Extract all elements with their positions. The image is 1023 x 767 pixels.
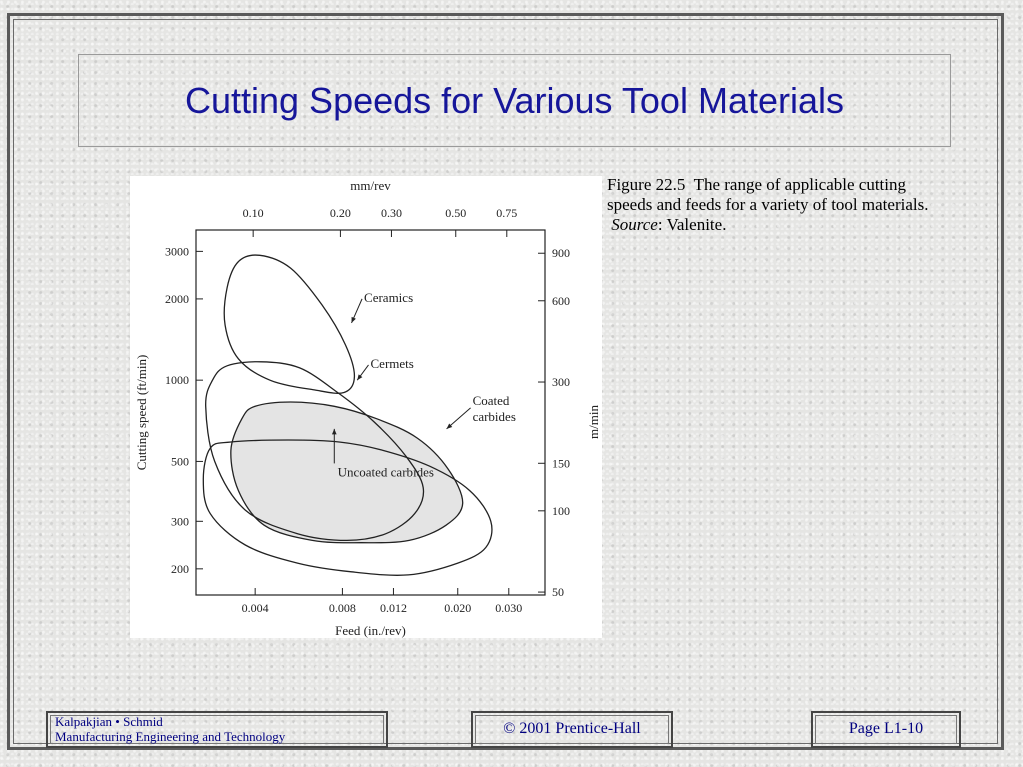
label-uncoated-carbides: Uncoated carbides <box>338 464 434 479</box>
figure-caption: Figure 22.5 The range of applicable cutt… <box>607 175 952 235</box>
y2-tick-label: 900 <box>552 246 570 260</box>
label-ceramics: Ceramics <box>364 290 413 305</box>
x-tick-label: 0.004 <box>242 601 269 615</box>
y-tick-label: 2000 <box>165 292 189 306</box>
y2-tick-label: 50 <box>552 585 564 599</box>
caption-source-label: Source <box>611 215 658 234</box>
title-box: Cutting Speeds for Various Tool Material… <box>78 54 951 147</box>
slide-outer-frame <box>7 13 1004 750</box>
caption-figure-ref: Figure 22.5 <box>607 175 686 194</box>
region-uncoated-carbides <box>202 439 493 576</box>
footer-page-number: Page L1-10 <box>848 720 924 737</box>
region-cermets <box>205 361 425 542</box>
x-tick-label: 0.020 <box>444 601 471 615</box>
x2-axis-title: mm/rev <box>350 178 391 193</box>
footer-page-box: Page L1-10 <box>811 711 961 748</box>
caption-text: The range of applicable cutting speeds a… <box>607 175 929 214</box>
x-axis-title: Feed (in./rev) <box>335 623 406 638</box>
y-tick-label: 3000 <box>165 244 189 258</box>
y2-tick-label: 100 <box>552 504 570 518</box>
y-tick-label: 1000 <box>165 373 189 387</box>
x2-tick-label: 0.20 <box>330 206 351 220</box>
label-cermets: Cermets <box>371 356 414 371</box>
region-ceramics <box>223 254 356 394</box>
label-coated-carbides: Coated <box>473 393 510 408</box>
y2-tick-label: 150 <box>552 456 570 470</box>
footer-book-title: Manufacturing Engineering and Technology <box>55 729 286 744</box>
x2-tick-label: 0.50 <box>445 206 466 220</box>
y-axis-title: Cutting speed (ft/min) <box>134 355 149 471</box>
chart-svg: 0.004 0.008 0.012 0.020 0.030 0.10 0.20 0.30 0.5… <box>134 178 601 638</box>
plot-frame <box>195 229 546 596</box>
y2-axis-title: m/min <box>586 405 601 439</box>
arrowhead-uncoated-carbides <box>331 428 337 435</box>
x-tick-label: 0.012 <box>380 601 407 615</box>
x2-tick-label: 0.75 <box>496 206 517 220</box>
footer-copyright-box: © 2001 Prentice-Hall <box>471 711 673 748</box>
footer-authors-inner <box>50 715 384 744</box>
y2-tick-label: 300 <box>552 375 570 389</box>
arrowhead-coated-carbides <box>446 423 453 429</box>
footer-copyright-inner <box>475 715 669 744</box>
arrowhead-cermets <box>357 374 363 381</box>
footer-authors-box: Kalpakjian • Schmid Manufacturing Engine… <box>46 711 388 748</box>
y2-tick-label: 600 <box>552 294 570 308</box>
footer-page-inner <box>815 715 957 744</box>
x-tick-label: 0.030 <box>495 601 522 615</box>
label-coated-carbides: carbides <box>473 409 516 424</box>
slide-title: Cutting Speeds for Various Tool Material… <box>184 79 844 121</box>
x-tick-label: 0.008 <box>329 601 356 615</box>
x2-tick-label: 0.30 <box>381 206 402 220</box>
y-tick-label: 200 <box>171 562 189 576</box>
chart-figure: 0.004 0.008 0.012 0.020 0.030 0.10 0.20 0.30 0.5… <box>130 176 602 638</box>
footer-copyright: © 2001 Prentice-Hall <box>503 720 641 737</box>
caption-source-value: : Valenite. <box>657 215 727 234</box>
arrowhead-ceramics <box>351 316 356 323</box>
y-tick-label: 300 <box>171 514 189 528</box>
x2-tick-label: 0.10 <box>243 206 264 220</box>
y-tick-label: 500 <box>171 454 189 468</box>
region-coated-carbides <box>230 401 464 544</box>
footer-authors: Kalpakjian • Schmid <box>55 714 163 729</box>
